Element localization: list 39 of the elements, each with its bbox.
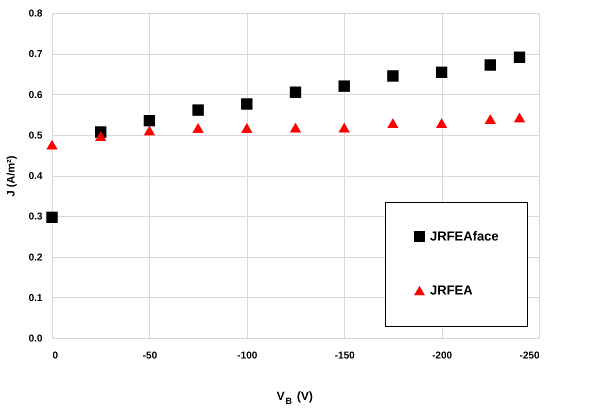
point xyxy=(514,52,526,63)
y-tick-label: 0.3 xyxy=(28,212,43,223)
point xyxy=(436,118,448,128)
point xyxy=(290,122,302,132)
y-tick-label: 0.2 xyxy=(28,252,43,264)
point xyxy=(338,80,350,92)
point xyxy=(95,131,106,142)
point xyxy=(241,98,252,110)
point xyxy=(387,118,399,128)
x-tick-label: -50 xyxy=(142,350,158,362)
point xyxy=(514,112,526,122)
y-tick-label: 0.4 xyxy=(28,171,43,182)
x-tick-label: 0 xyxy=(52,350,58,362)
x-tick-label: -200 xyxy=(432,350,453,362)
point xyxy=(484,59,496,71)
point xyxy=(192,123,204,133)
point xyxy=(338,122,350,132)
y-tick-label: 0.1 xyxy=(28,292,43,304)
point xyxy=(46,140,58,150)
legend-label: JRFEAface xyxy=(430,228,499,244)
y-axis-title: J (A/m²) xyxy=(6,155,18,196)
x-tick-label: -250 xyxy=(519,350,540,362)
y-tick-label: 0.6 xyxy=(28,90,43,101)
point xyxy=(241,123,252,133)
point xyxy=(144,125,156,136)
point xyxy=(290,86,302,98)
y-tick-label: 0.0 xyxy=(28,334,43,344)
point xyxy=(192,104,204,116)
point xyxy=(144,114,156,126)
point xyxy=(46,212,58,224)
point xyxy=(436,66,448,78)
y-tick-label: 0.8 xyxy=(28,8,43,20)
y-tick-label: 0.5 xyxy=(28,130,43,142)
point xyxy=(484,114,496,124)
point xyxy=(387,70,399,82)
x-tick-label: -150 xyxy=(334,350,356,362)
x-tick-label: -100 xyxy=(237,350,258,362)
y-tick-label: 0.7 xyxy=(28,49,43,60)
legend-label: JRFEA xyxy=(430,282,474,298)
